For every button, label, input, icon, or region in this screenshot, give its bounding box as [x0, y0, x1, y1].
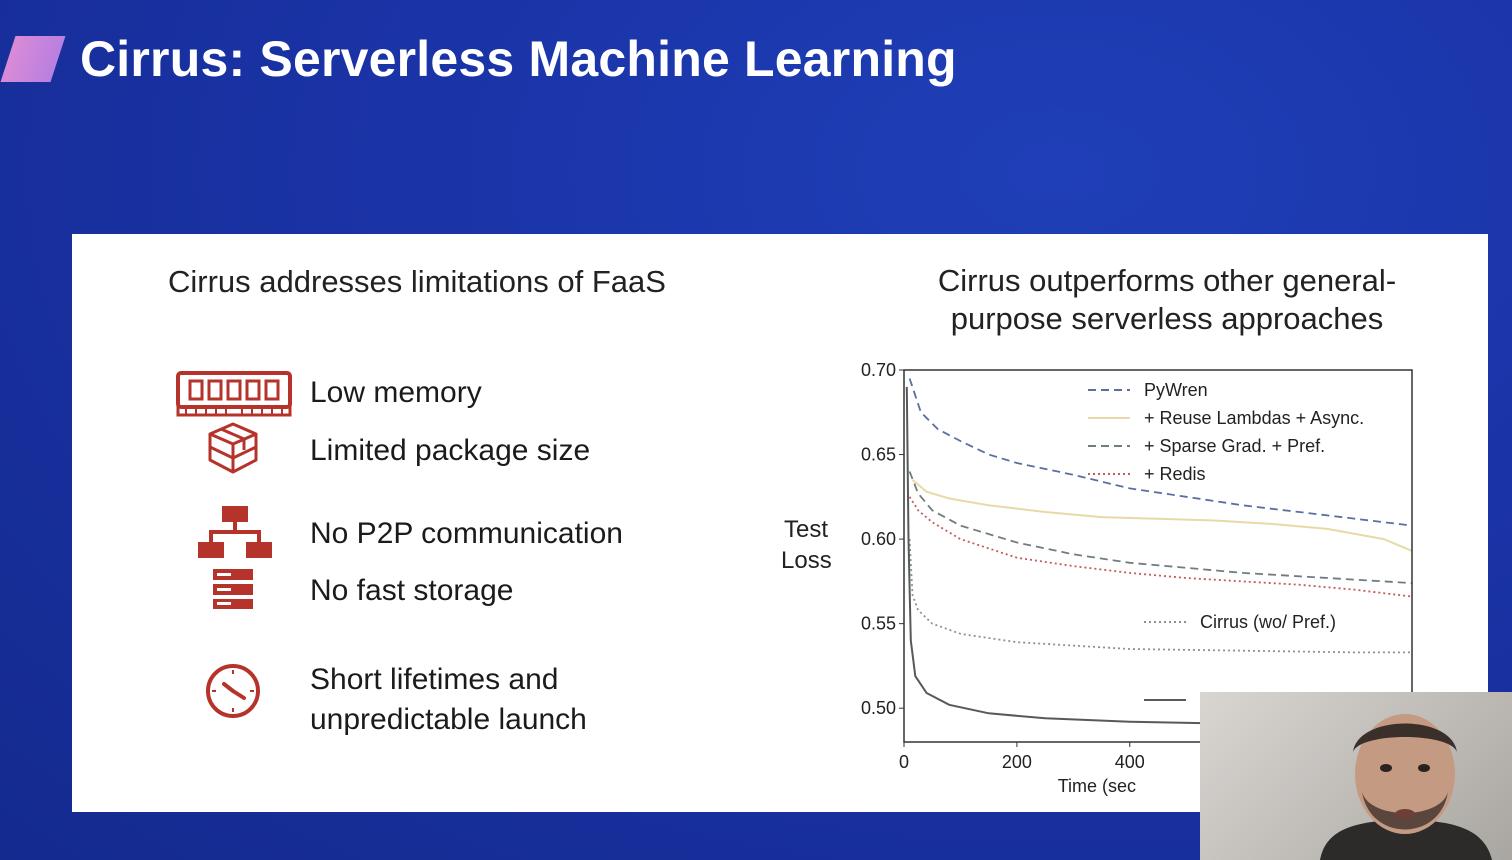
title-accent-bar [0, 36, 66, 82]
network-hierarchy-icon [198, 506, 272, 558]
speaker-silhouette [1320, 714, 1492, 860]
chart-legend-layer: PyWren + Reuse Lambdas + Async. + Sparse G… [1088, 380, 1364, 710]
right-heading-line2: purpose serverless approaches [950, 301, 1384, 336]
x-tick-label-0: 0 [899, 752, 909, 772]
x-tick-label-1: 200 [1002, 752, 1032, 772]
y-tick-label-2: 0.60 [861, 529, 896, 549]
legend-label-1: + Reuse Lambdas + Async. [1144, 408, 1364, 428]
left-heading: Cirrus addresses limitations of FaaS [168, 264, 666, 299]
series-line-1 [911, 479, 1413, 552]
series-line-0 [908, 378, 1413, 527]
limitation-low-memory: Low memory [310, 376, 482, 409]
limitation-short-lifetimes-line1: Short lifetimes and [310, 663, 559, 696]
slide-title: Cirrus: Serverless Machine Learning [80, 31, 957, 87]
plot-frame [903, 369, 1413, 743]
content-panel: Cirrus addresses limitations of FaaS Low… [72, 234, 1488, 812]
limitation-short-lifetimes-line2: unpredictable launch [310, 703, 587, 736]
package-box-icon [208, 422, 258, 474]
memory-chip-icon [176, 371, 292, 417]
x-tick-label-2: 400 [1115, 752, 1145, 772]
legend-label-2: + Sparse Grad. + Pref. [1144, 436, 1325, 456]
limitation-fast-storage: No fast storage [310, 574, 514, 607]
right-heading-line1: Cirrus outperforms other general- [937, 263, 1397, 298]
right-heading: Cirrus outperforms other general- purpos… [892, 262, 1442, 338]
y-axis-label-line2: Loss [781, 547, 832, 574]
test-loss-chart: 0.70 0.65 0.60 0.55 0.50 0 200 400 PyWren + Reus… [861, 360, 1413, 796]
speaker-video-feed [1200, 692, 1512, 860]
chart-ticks-layer: 0.70 0.65 0.60 0.55 0.50 0 200 400 [861, 360, 1145, 772]
y-tick-label-1: 0.65 [861, 445, 896, 465]
y-tick-label-0: 0.70 [861, 360, 896, 380]
y-tick-label-4: 0.50 [861, 698, 896, 718]
legend-label-3: + Redis [1144, 464, 1206, 484]
limitation-p2p: No P2P communication [310, 517, 623, 550]
x-axis-label: Time (sec [1058, 776, 1136, 796]
y-axis-label-line1: Test [784, 516, 829, 543]
storage-server-icon [213, 569, 253, 609]
clock-icon [206, 664, 260, 718]
series-line-2 [908, 471, 1413, 584]
series-line-4 [908, 539, 1412, 654]
series-line-3 [908, 496, 1413, 598]
series-line-5 [905, 386, 1215, 725]
limitation-short-lifetimes: Short lifetimes and unpredictable launch [310, 660, 587, 740]
legend-label-0: PyWren [1144, 380, 1208, 400]
legend-label-4: Cirrus (wo/ Pref.) [1200, 612, 1336, 632]
chart-series-layer [905, 378, 1413, 725]
limitation-package-size: Limited package size [310, 434, 591, 467]
y-tick-label-3: 0.55 [861, 614, 896, 634]
